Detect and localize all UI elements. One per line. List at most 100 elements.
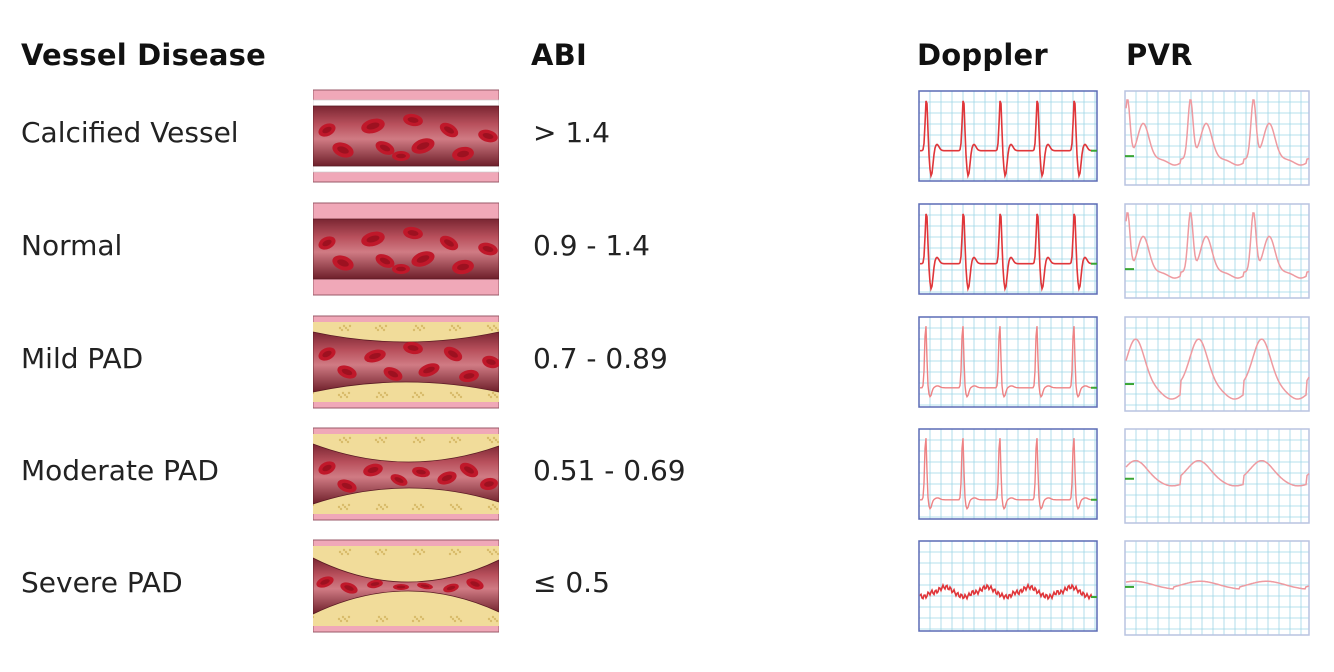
pvr-trace (1125, 338, 1310, 400)
blood-cell (478, 242, 498, 256)
graph-border (1124, 203, 1310, 299)
vessel-illustration (313, 86, 499, 186)
plaque-texture (313, 436, 499, 511)
blood-cell (452, 146, 474, 162)
blood-cell (383, 367, 403, 381)
vessel-illustration (313, 536, 499, 636)
blood-cell (403, 226, 423, 240)
vessel-lumen (313, 331, 499, 393)
grid-lines (1124, 203, 1309, 298)
graph-border (1124, 90, 1310, 186)
graph-border (918, 316, 1098, 408)
abi-value: 0.51 - 0.69 (533, 454, 686, 487)
pvr-waveform (1124, 316, 1310, 412)
pvr-trace (1125, 212, 1310, 279)
grid-lines (918, 428, 1097, 519)
vessel-svg (313, 427, 499, 521)
blood-cell (443, 583, 459, 593)
blood-cell (466, 578, 484, 590)
blood-cell (480, 477, 498, 491)
doppler-waveform (918, 540, 1098, 632)
blood-cell (443, 346, 463, 362)
blood-cell (337, 365, 357, 379)
blood-cell (332, 255, 354, 271)
blood-cell (403, 113, 423, 127)
blood-cell (337, 479, 357, 493)
blood-cells (318, 341, 499, 383)
blood-cell (418, 363, 440, 377)
blood-cell (403, 341, 423, 355)
graph-border (918, 203, 1098, 295)
blood-cell (393, 584, 409, 590)
doppler-waveform (918, 316, 1098, 408)
doppler-waveform (918, 428, 1098, 520)
graph-border (918, 428, 1098, 520)
vessel-lumen (313, 105, 499, 167)
doppler-graph (918, 540, 1098, 632)
graph-border (1124, 428, 1310, 524)
blood-cell (375, 141, 395, 155)
blood-cell (363, 463, 383, 477)
blood-cell (392, 151, 410, 161)
doppler-waveform (918, 90, 1098, 182)
header-doppler: Doppler (917, 38, 1048, 72)
graph-border (1124, 316, 1310, 412)
doppler-graph (918, 428, 1098, 520)
row-moderate-pad: Moderate PAD 0.51 - 0.69 (0, 424, 1334, 524)
pvr-graph (1124, 316, 1310, 412)
row-mild-pad: Mild PAD 0.7 - 0.89 (0, 312, 1334, 412)
doppler-graph (918, 203, 1098, 295)
vessel-disease-label: Mild PAD (21, 342, 144, 375)
vessel-illustration (313, 312, 499, 412)
doppler-graph (918, 90, 1098, 182)
graph-border (918, 540, 1098, 632)
pvr-waveform (1124, 203, 1310, 299)
plaque-texture (313, 548, 499, 623)
pvr-graph (1124, 428, 1310, 524)
vessel-disease-label: Normal (21, 229, 123, 262)
blood-cell (361, 118, 385, 134)
blood-cell (318, 236, 336, 250)
vessel-lumen (313, 218, 499, 280)
blood-cell (437, 471, 457, 485)
plaque-texture (313, 324, 499, 399)
blood-cell (459, 369, 479, 383)
blood-cells (318, 461, 498, 493)
blood-cell (452, 259, 474, 275)
vessel-illustration (313, 199, 499, 299)
header-pvr: PVR (1126, 38, 1193, 72)
doppler-trace (920, 213, 1093, 292)
header-vessel-disease: Vessel Disease (21, 38, 266, 72)
vessel-lumen (313, 443, 499, 505)
abi-value: 0.7 - 0.89 (533, 342, 668, 375)
blood-cell (318, 347, 336, 361)
doppler-trace (919, 582, 1093, 601)
header-abi: ABI (531, 38, 587, 72)
blood-cell (318, 123, 336, 137)
blood-cell (316, 576, 334, 588)
doppler-waveform (918, 203, 1098, 295)
doppler-trace (920, 438, 1092, 511)
blood-cell (332, 142, 354, 158)
blood-cell (390, 474, 408, 486)
row-normal: Normal 0.9 - 1.4 (0, 199, 1334, 299)
pvr-graph (1124, 203, 1310, 299)
pvr-trace (1125, 99, 1310, 166)
graph-border (1124, 540, 1310, 636)
abi-value: 0.9 - 1.4 (533, 229, 650, 262)
row-severe-pad: Severe PAD ≤ 0.5 (0, 536, 1334, 636)
blood-cell (392, 264, 410, 274)
blood-cell (478, 129, 498, 143)
blood-cells (318, 226, 498, 275)
vessel-svg (313, 539, 499, 633)
abi-value: > 1.4 (533, 116, 610, 149)
blood-cell (417, 582, 433, 590)
blood-cell (411, 138, 435, 154)
vessel-disease-label: Moderate PAD (21, 454, 219, 487)
abi-value: ≤ 0.5 (533, 566, 610, 599)
vessel-disease-label: Severe PAD (21, 566, 183, 599)
pvr-waveform (1124, 428, 1310, 524)
blood-cell (411, 251, 435, 267)
doppler-trace (920, 326, 1092, 399)
